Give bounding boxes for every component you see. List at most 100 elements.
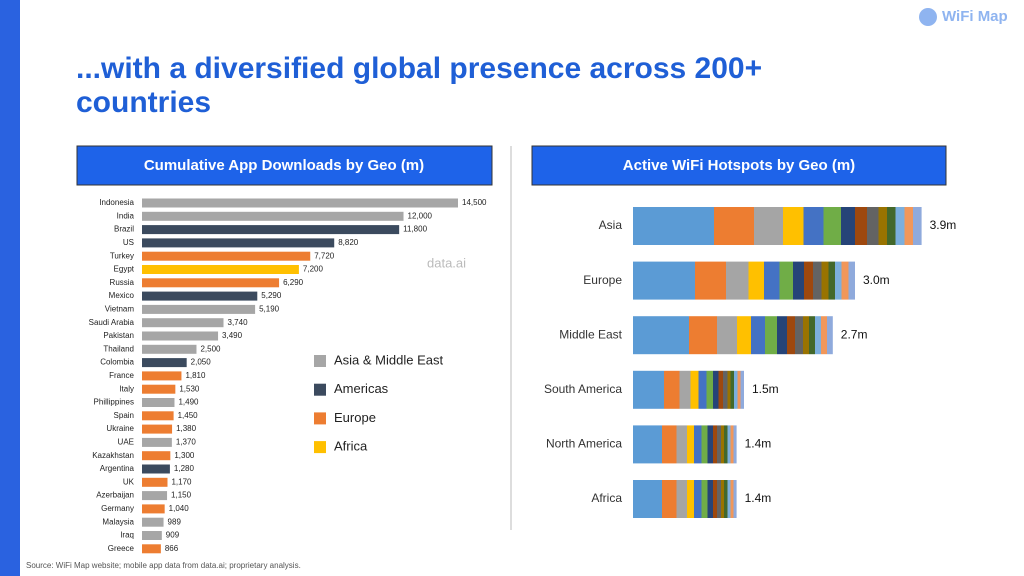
bar bbox=[142, 504, 165, 514]
value-label: 1,150 bbox=[171, 491, 192, 500]
value-label: 989 bbox=[168, 517, 182, 526]
bar bbox=[142, 424, 173, 434]
bar bbox=[633, 370, 744, 409]
bar bbox=[142, 437, 172, 447]
bar bbox=[633, 480, 737, 518]
value-label: 8,820 bbox=[338, 238, 359, 247]
chart-title: Cumulative App Downloads by Geo (m) bbox=[144, 157, 424, 174]
value-label: 2,500 bbox=[200, 344, 221, 353]
value-label: 2,050 bbox=[191, 358, 212, 367]
legend-label: Americas bbox=[334, 381, 389, 396]
bar bbox=[142, 371, 182, 381]
bar bbox=[142, 291, 258, 301]
value-label: 1.4m bbox=[745, 491, 772, 505]
header-box bbox=[76, 145, 493, 186]
bar bbox=[142, 411, 174, 421]
category-label: UAE bbox=[118, 438, 134, 447]
bar bbox=[142, 531, 162, 540]
header-box bbox=[531, 145, 947, 186]
bar bbox=[142, 491, 168, 501]
bar bbox=[142, 517, 164, 527]
category-label: Pakistan bbox=[103, 331, 134, 340]
category-label: Saudi Arabia bbox=[89, 318, 135, 327]
value-label: 1,530 bbox=[179, 384, 200, 393]
bar bbox=[142, 331, 219, 341]
bar bbox=[142, 211, 404, 221]
value-label: 1.5m bbox=[752, 382, 779, 396]
category-label: UK bbox=[123, 477, 135, 486]
legend-swatch bbox=[314, 383, 326, 396]
value-label: 1.4m bbox=[745, 437, 772, 451]
bar bbox=[633, 425, 737, 464]
category-label: South America bbox=[544, 382, 622, 396]
side-stripe bbox=[0, 0, 20, 576]
category-label: Iraq bbox=[120, 531, 134, 540]
category-label: Brazil bbox=[114, 225, 134, 234]
value-label: 1,040 bbox=[169, 504, 190, 513]
bar bbox=[633, 207, 922, 245]
category-label: Thailand bbox=[103, 344, 134, 353]
legend-label: Africa bbox=[334, 439, 368, 454]
category-label: Asia bbox=[599, 218, 623, 232]
category-label: Indonesia bbox=[99, 198, 134, 207]
value-label: 12,000 bbox=[408, 211, 433, 220]
category-label: Argentina bbox=[100, 464, 135, 473]
category-label: US bbox=[123, 238, 134, 247]
value-label: 1,490 bbox=[178, 398, 199, 407]
value-label: 2.7m bbox=[841, 327, 868, 341]
value-label: 7,720 bbox=[314, 251, 335, 260]
value-label: 14,500 bbox=[462, 198, 487, 207]
value-label: 1,370 bbox=[176, 438, 197, 447]
bar bbox=[142, 451, 171, 461]
category-label: Kazakhstan bbox=[92, 451, 134, 460]
value-label: 909 bbox=[166, 531, 180, 540]
bar bbox=[142, 464, 170, 474]
bar bbox=[142, 198, 458, 208]
value-label: 1,450 bbox=[178, 411, 199, 420]
value-label: 5,290 bbox=[261, 291, 282, 300]
bar bbox=[633, 316, 833, 355]
slide-title: ...with a diversified global presence ac… bbox=[76, 52, 763, 119]
source: Source: WiFi Map website; mobile app dat… bbox=[26, 561, 301, 570]
bar bbox=[142, 544, 161, 554]
category-label: Middle East bbox=[559, 327, 622, 341]
category-label: Germany bbox=[101, 504, 134, 513]
title-box: ...with a diversified global presence ac… bbox=[76, 52, 763, 119]
value-label: 1,280 bbox=[174, 464, 195, 473]
category-label: India bbox=[117, 211, 135, 220]
value-label: 1,170 bbox=[171, 477, 192, 486]
category-label: Italy bbox=[119, 384, 134, 393]
legend-swatch bbox=[314, 412, 326, 425]
category-label: Mexico bbox=[109, 291, 135, 300]
legend-label: Europe bbox=[334, 410, 376, 425]
category-label: Egypt bbox=[114, 265, 135, 274]
bar bbox=[142, 225, 400, 235]
logo: WiFi Map bbox=[942, 8, 1008, 25]
value-label: 3,490 bbox=[222, 331, 243, 340]
category-label: Spain bbox=[114, 411, 134, 420]
legend-swatch bbox=[314, 441, 326, 454]
value-label: 3.0m bbox=[863, 273, 890, 287]
value-label: 1,810 bbox=[185, 371, 206, 380]
category-label: Greece bbox=[108, 544, 135, 553]
value-label: 6,290 bbox=[283, 278, 304, 287]
category-label: Russia bbox=[110, 278, 135, 287]
bar bbox=[633, 261, 855, 300]
value-label: 3,740 bbox=[228, 318, 249, 327]
value-label: 5,190 bbox=[259, 305, 280, 314]
category-label: North America bbox=[546, 437, 622, 451]
category-label: Azerbaijan bbox=[96, 491, 134, 500]
bar bbox=[142, 251, 311, 261]
value-label: 866 bbox=[165, 544, 179, 553]
value-label: 11,800 bbox=[403, 225, 427, 234]
category-label: Vietnam bbox=[105, 305, 135, 314]
bar bbox=[142, 398, 175, 407]
bar bbox=[142, 358, 187, 368]
category-label: Colombia bbox=[100, 358, 134, 367]
legend-label: Asia & Middle East bbox=[334, 352, 443, 367]
bar bbox=[142, 384, 176, 394]
value-label: 1,380 bbox=[176, 424, 197, 433]
bar bbox=[142, 318, 224, 328]
bar bbox=[142, 344, 197, 354]
